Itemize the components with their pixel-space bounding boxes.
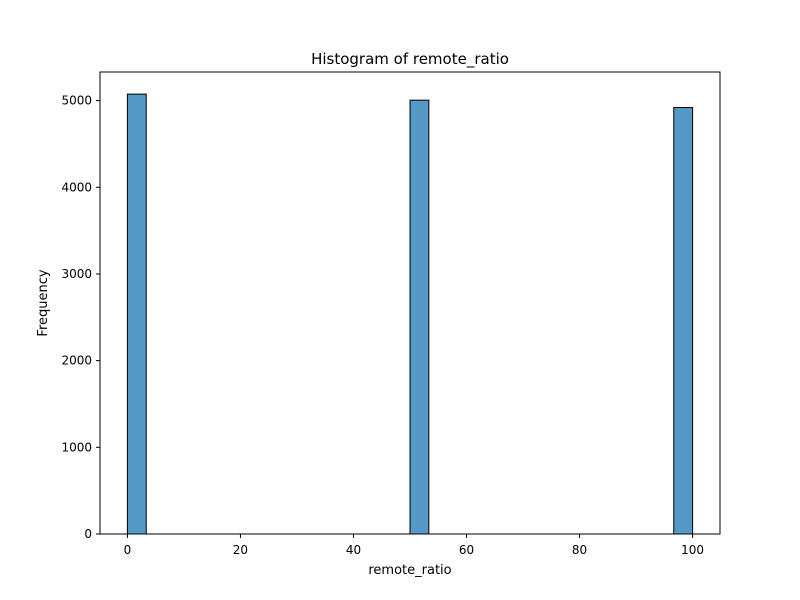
histogram-bar-0 xyxy=(126,93,147,535)
histogram-bar-2 xyxy=(673,107,694,535)
bars-group xyxy=(126,93,694,535)
plot-frame xyxy=(99,71,721,535)
histogram-bar-1 xyxy=(409,99,430,535)
y-tick-label: 1000 xyxy=(61,440,92,454)
x-tick-label: 0 xyxy=(124,543,132,557)
chart-title: Histogram of remote_ratio xyxy=(311,50,509,69)
x-axis-label: remote_ratio xyxy=(368,563,451,578)
y-tick-label: 3000 xyxy=(61,267,92,281)
x-tick-label: 40 xyxy=(346,543,361,557)
x-axis-ticks: 0 20 40 60 80 100 xyxy=(124,534,704,557)
y-tick-label: 5000 xyxy=(61,94,92,108)
x-tick-label: 80 xyxy=(572,543,587,557)
y-tick-label: 4000 xyxy=(61,180,92,194)
y-tick-label: 0 xyxy=(84,527,92,541)
y-axis-label: Frequency xyxy=(36,269,51,336)
x-tick-label: 20 xyxy=(233,543,248,557)
x-tick-label: 100 xyxy=(681,543,704,557)
y-axis-ticks: 0 1000 2000 3000 4000 5000 xyxy=(61,94,100,541)
x-tick-label: 60 xyxy=(459,543,474,557)
y-tick-label: 2000 xyxy=(61,354,92,368)
